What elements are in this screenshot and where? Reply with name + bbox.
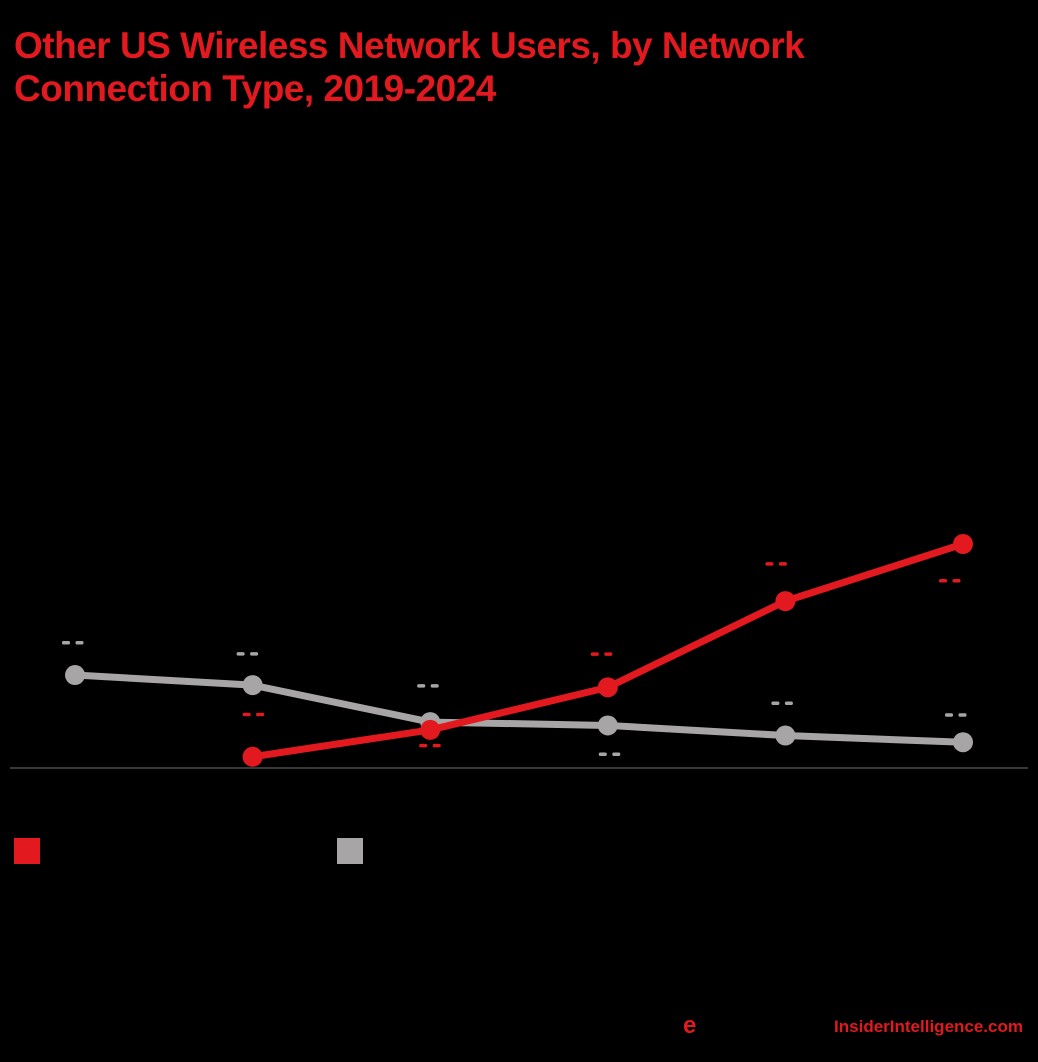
chart-line-gray-series — [71, 671, 967, 746]
data-label-fragment-gray-series — [945, 713, 953, 717]
data-label-fragment-gray-series — [236, 652, 245, 656]
data-label-fragment-red-series — [604, 652, 613, 656]
legend — [0, 838, 1038, 866]
data-label-fragment-gray-series — [598, 752, 607, 756]
data-label-fragment-gray-series — [417, 684, 426, 688]
data-point-gray-series — [242, 675, 263, 696]
data-label-fragment-gray-series — [771, 701, 780, 706]
data-label-fragment-gray-series — [250, 652, 259, 656]
legend-item-gray — [337, 838, 373, 864]
legend-swatch-red — [14, 838, 40, 864]
data-label-fragment-red-series — [256, 712, 265, 717]
data-point-red-series — [420, 719, 441, 740]
data-label-fragment-gray-series — [612, 752, 621, 756]
legend-swatch-gray — [337, 838, 363, 864]
data-point-red-series — [242, 746, 263, 767]
data-label-fragment-red-series — [778, 562, 787, 566]
insider-intelligence-url: InsiderIntelligence.com — [834, 1017, 1023, 1036]
data-label-fragment-gray-series — [784, 701, 793, 706]
data-label-fragment-gray-series — [75, 641, 84, 645]
data-label-fragment-gray-series — [958, 713, 967, 717]
data-label-fragment-red-series — [590, 652, 599, 656]
data-label-fragment-gray-series — [62, 641, 70, 645]
data-point-red-series — [775, 591, 796, 612]
data-point-gray-series — [775, 725, 796, 746]
data-label-fragment-red-series — [952, 579, 961, 583]
data-label-fragment-red-series — [242, 712, 251, 717]
data-label-fragment-red-series — [419, 743, 428, 748]
data-label-fragment-red-series — [432, 743, 441, 748]
data-label-fragment-red-series — [765, 562, 774, 566]
data-point-gray-series — [597, 715, 618, 736]
emarketer-logo-e: e — [683, 1012, 697, 1039]
data-point-red-series — [953, 534, 973, 554]
data-point-red-series — [597, 677, 618, 698]
data-point-gray-series — [65, 665, 85, 686]
data-point-gray-series — [953, 732, 973, 753]
data-label-fragment-red-series — [939, 579, 947, 583]
page-title: Other US Wireless Network Users, by Netw… — [14, 25, 805, 110]
data-label-fragment-gray-series — [430, 684, 439, 688]
legend-item-red — [14, 838, 50, 864]
